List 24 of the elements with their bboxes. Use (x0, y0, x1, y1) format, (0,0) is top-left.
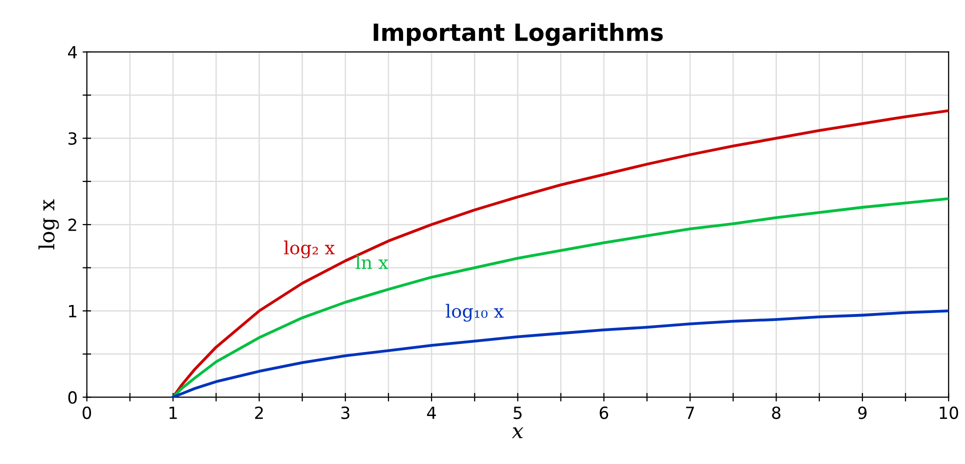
x-tick-label: 3 (341, 406, 350, 420)
chart-title: Important Logarithms (374, 22, 663, 46)
x-axis-title: x (512, 427, 524, 438)
line-series (172, 197, 949, 398)
y-tick-label: 3 (68, 132, 76, 145)
y-tick-label: 0 (68, 391, 77, 404)
series-label: log₁₀ x (446, 304, 504, 322)
y-tick-label: 4 (68, 46, 77, 58)
x-tick-label: 2 (255, 406, 263, 419)
x-tick-label: 9 (858, 406, 867, 420)
y-axis-title: log x (38, 199, 59, 250)
y-tick-label: 1 (69, 305, 76, 318)
x-tick-label: 4 (427, 406, 436, 419)
series-label: log₂ x (284, 240, 335, 258)
line-series (172, 109, 949, 398)
x-tick-label: 1 (170, 406, 177, 419)
x-tick-label: 5 (514, 406, 522, 420)
x-tick-label: 0 (82, 406, 92, 420)
x-tick-label: 7 (686, 406, 694, 419)
y-tick-label: 2 (68, 218, 76, 231)
x-tick-label: 6 (600, 406, 608, 420)
series-label: ln x (356, 255, 388, 269)
x-tick-label: 8 (772, 406, 780, 420)
x-tick-label: 10 (940, 406, 958, 420)
